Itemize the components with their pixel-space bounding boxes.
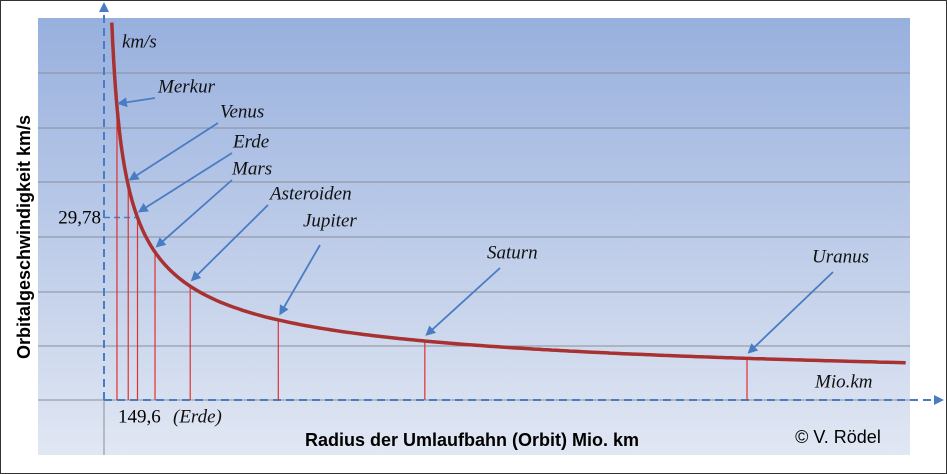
arrow	[747, 271, 834, 354]
planet-label: Uranus	[812, 246, 869, 267]
x-unit: Mio.km	[814, 371, 873, 392]
arrow	[425, 267, 501, 336]
planet-label: Jupiter	[303, 210, 357, 231]
planet-label: Saturn	[487, 242, 538, 263]
planet-label: Merkur	[157, 76, 216, 97]
arrow	[128, 122, 219, 181]
arrow	[116, 97, 156, 108]
earth-velocity-label: 29,78	[58, 207, 101, 228]
y-unit: km/s	[122, 31, 157, 52]
earth-radius-label: 149,6	[118, 406, 161, 427]
copyright: © V. Rödel	[795, 427, 881, 447]
planet-label: Erde	[232, 131, 269, 152]
arrow	[190, 204, 269, 282]
earth-note: (Erde)	[173, 406, 222, 427]
arrow	[137, 152, 233, 213]
arrow	[279, 244, 321, 316]
planet-label: Venus	[220, 101, 264, 122]
y-axis-title: Orbitalgeschwindigkeit km/s	[14, 115, 34, 359]
x-axis-title: Radius der Umlaufbahn (Orbit) Mio. km	[305, 430, 639, 450]
planet-label: Mars	[231, 158, 272, 179]
planet-label: Asteroiden	[268, 183, 352, 204]
curve	[110, 22, 906, 365]
arrow	[155, 179, 233, 248]
